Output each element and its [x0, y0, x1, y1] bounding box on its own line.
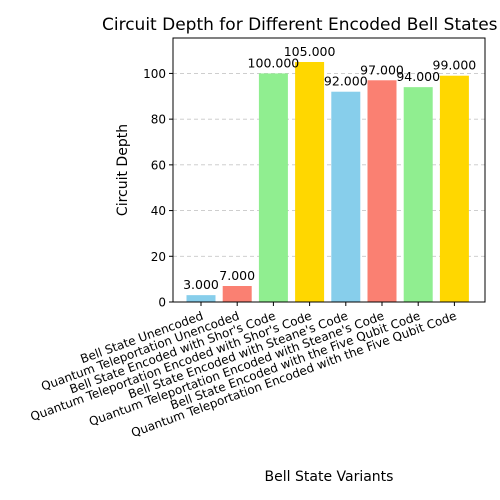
bar-4	[331, 91, 361, 302]
bar-7	[439, 75, 469, 302]
bar-value-label-5: 97.000	[360, 62, 404, 77]
x-axis-label: Bell State Variants	[265, 469, 394, 485]
y-tick-label-1: 20	[151, 250, 166, 264]
y-axis-label: Circuit Depth	[115, 124, 131, 216]
bar-value-label-3: 105.000	[284, 44, 336, 59]
bar-value-label-0: 3.000	[183, 277, 219, 292]
bar-2	[258, 73, 288, 302]
bars	[186, 62, 469, 303]
y-axis-ticks: 0 20 40 60 80 100	[143, 67, 173, 310]
bar-3	[295, 62, 325, 302]
bar-value-label-2: 100.000	[248, 55, 300, 70]
bar-5	[367, 80, 397, 303]
bar-value-label-6: 94.000	[396, 69, 440, 84]
y-tick-label-5: 100	[143, 67, 166, 81]
plot-frame	[172, 37, 486, 303]
bar-value-label-1: 7.000	[219, 268, 255, 283]
bar-value-label-4: 92.000	[324, 74, 368, 89]
bar-1	[222, 286, 252, 302]
chart-title: Circuit Depth for Different Encoded Bell…	[102, 15, 498, 35]
y-tick-label-0: 0	[158, 296, 166, 310]
bar-value-label-7: 99.000	[433, 58, 477, 73]
y-tick-label-3: 60	[151, 158, 166, 172]
bar-6	[403, 87, 433, 303]
y-tick-label-2: 40	[151, 204, 166, 218]
y-tick-label-4: 80	[151, 113, 166, 127]
bar-0	[186, 295, 216, 302]
